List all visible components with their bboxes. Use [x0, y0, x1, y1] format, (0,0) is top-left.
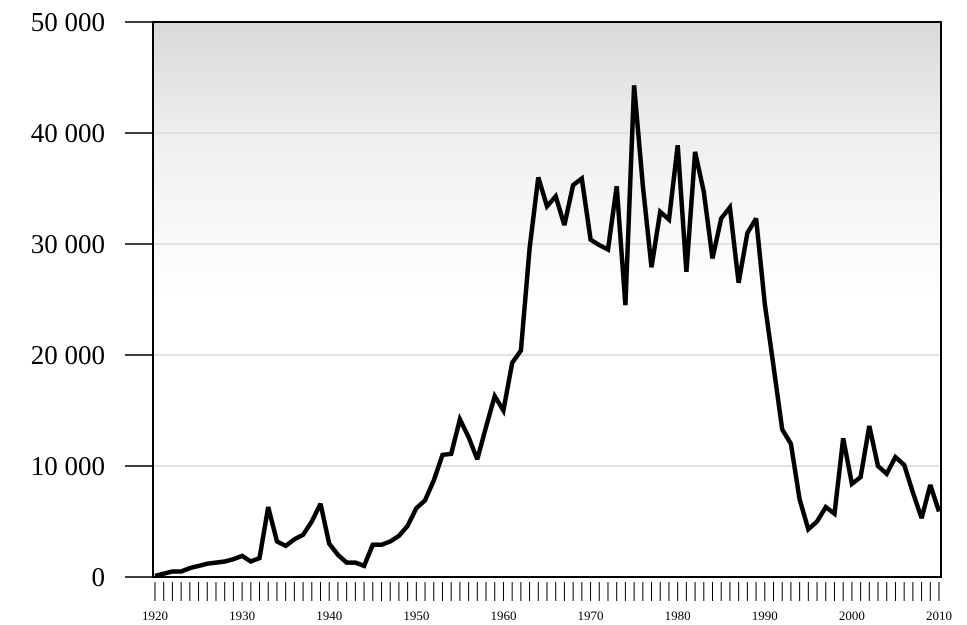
y-tick-label-4: 40 000 [31, 118, 105, 148]
y-tick-label-5: 50 000 [31, 7, 105, 37]
x-tick-label-6: 1980 [665, 608, 691, 623]
x-axis-tick-labels: 1920 1930 1940 1950 1960 1970 1980 1990 2000 2010 [142, 608, 952, 623]
x-tick-label-7: 1990 [752, 608, 778, 623]
x-axis-minor-ticks [154, 582, 940, 601]
x-tick-label-4: 1960 [490, 608, 516, 623]
y-tick-label-3: 30 000 [31, 229, 105, 259]
x-tick-label-8: 2000 [839, 608, 865, 623]
y-axis-tick-labels: 0 10 000 20 000 30 000 40 000 50 000 [31, 7, 153, 592]
plot-area [153, 22, 941, 577]
x-tick-label-3: 1950 [403, 608, 429, 623]
x-tick-label-5: 1970 [578, 608, 604, 623]
x-tick-label-0: 1920 [142, 608, 168, 623]
series-group [154, 85, 942, 579]
x-tick-label-2: 1940 [316, 608, 342, 623]
y-tick-label-0: 0 [92, 562, 106, 592]
series-line-0 [154, 85, 942, 579]
x-tick-label-9: 2010 [926, 608, 952, 623]
y-tick-label-1: 10 000 [31, 451, 105, 481]
gridlines [153, 132, 941, 467]
x-tick-label-1: 1930 [229, 608, 255, 623]
plot-frame [152, 21, 942, 578]
y-tick-label-2: 20 000 [31, 340, 105, 370]
